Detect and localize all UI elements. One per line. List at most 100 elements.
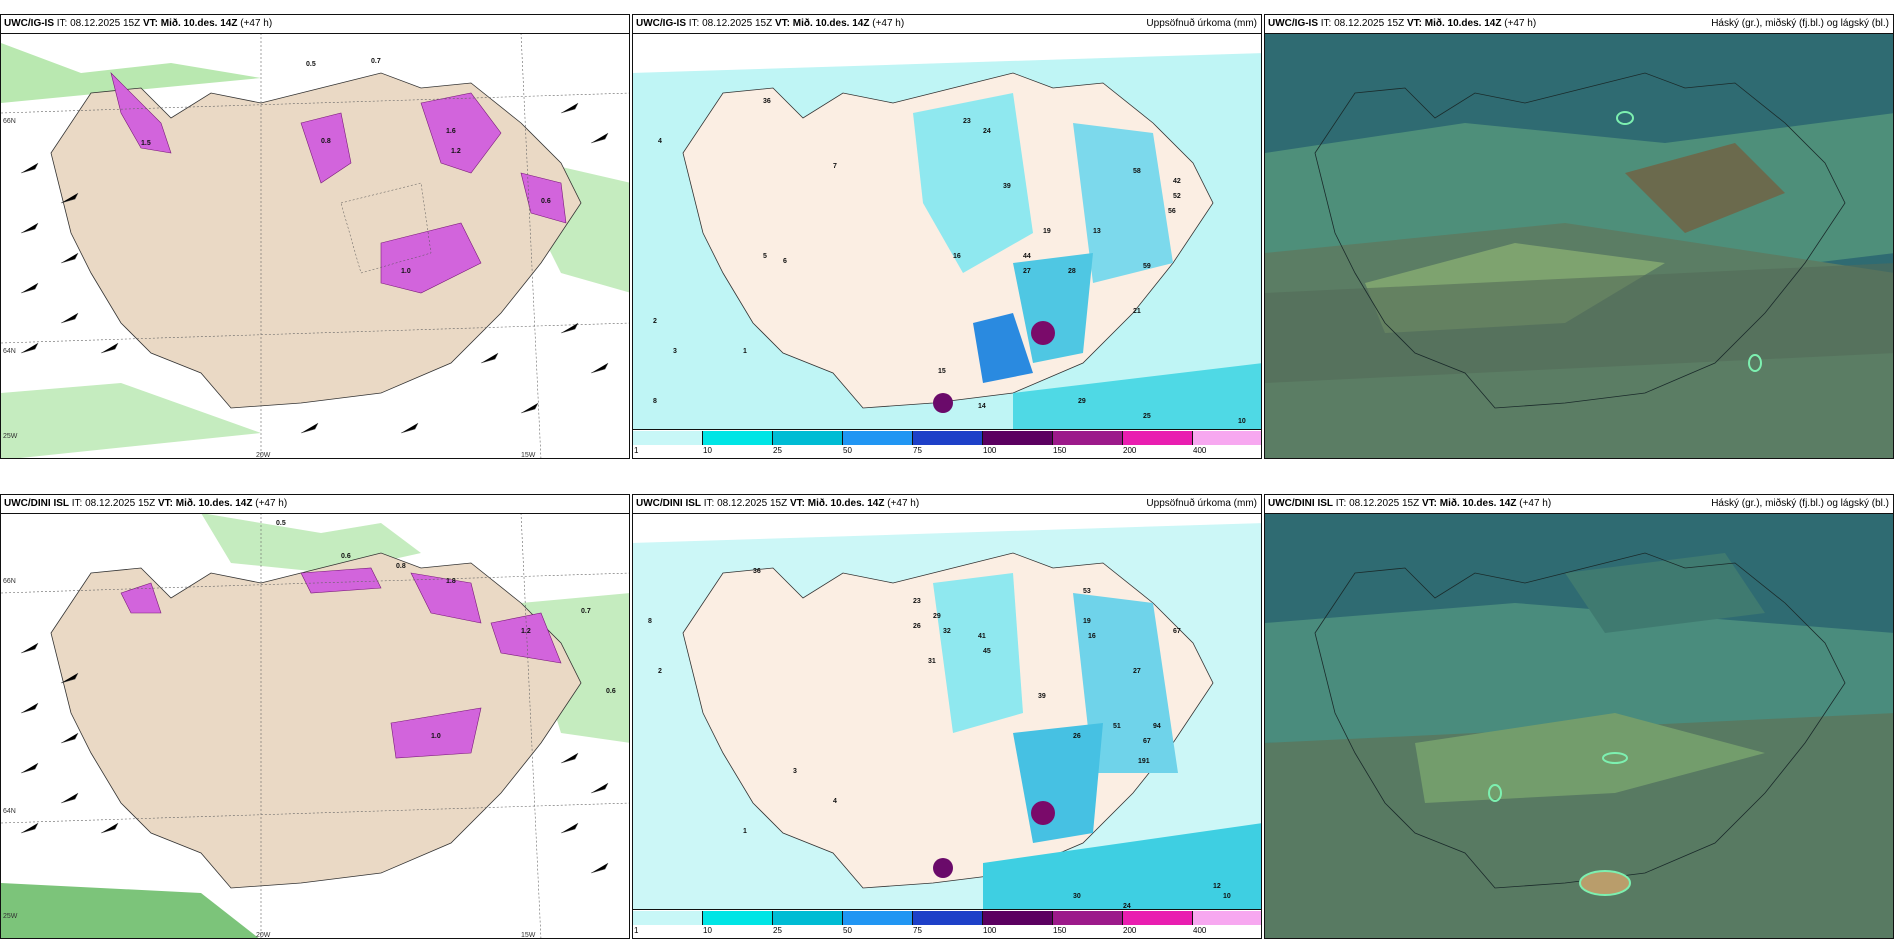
- precip-label: 31: [928, 658, 936, 665]
- precip-label: 191: [1138, 758, 1150, 765]
- precip-label: 26: [1073, 733, 1081, 740]
- precip-label: 13: [1093, 228, 1101, 235]
- precip-label: 23: [963, 118, 971, 125]
- lon-label-25w: 25W: [3, 913, 18, 920]
- panel-precip-dini: UWC/DINI ISL IT: 08.12.2025 15Z VT: Mið.…: [632, 494, 1262, 939]
- snow-label: 1.6: [446, 128, 456, 135]
- precip-label: 27: [1023, 268, 1031, 275]
- colorbar-tick: 150: [1053, 926, 1067, 935]
- lat-label-64n: 64N: [3, 348, 16, 355]
- field-title: Uppsöfnuð úrkoma (mm): [1146, 498, 1257, 509]
- colorbar-tick: 1: [634, 926, 639, 935]
- precip-label: 10: [1238, 418, 1246, 425]
- colorbar-segment: [983, 431, 1053, 445]
- colorbar-tick: 100: [983, 446, 997, 455]
- precip-label: 2: [653, 318, 657, 325]
- snow-label: 0.6: [341, 553, 351, 560]
- precip-label: 3: [673, 348, 677, 355]
- precip-label: 26: [913, 623, 921, 630]
- colorbar-segment: [983, 911, 1053, 925]
- colorbar-segment: [843, 911, 913, 925]
- panel-cloud-igis: UWC/IG-IS IT: 08.12.2025 15Z VT: Mið. 10…: [1264, 14, 1894, 459]
- precip-label: 36: [753, 568, 761, 575]
- snow-label: 0.8: [396, 563, 406, 570]
- colorbar-tick: 50: [843, 446, 852, 455]
- precip-label: 10: [1223, 893, 1231, 900]
- snow-wind-map: 0.5 0.7 1.5 1.6 1.2 0.8 1.0 0.6 20W 15W …: [1, 33, 629, 459]
- colorbar-segment: [633, 431, 703, 445]
- precip-label: 4: [658, 138, 662, 145]
- lon-label-15w: 15W: [521, 932, 536, 939]
- precip-label: 21: [1133, 308, 1141, 315]
- panel-header: UWC/DINI ISL IT: 08.12.2025 15Z VT: Mið.…: [633, 495, 1261, 514]
- precip-label: 16: [953, 253, 961, 260]
- snow-label: 0.8: [321, 138, 331, 145]
- precip-label: 19: [1083, 618, 1091, 625]
- colorbar-segment: [1193, 911, 1261, 925]
- precip-label: 23: [913, 598, 921, 605]
- precip-colorbar: 1 10 25 50 75 100 150 200 400: [633, 909, 1261, 938]
- colorbar-tick: 200: [1123, 446, 1137, 455]
- precip-label: 25: [1143, 413, 1151, 420]
- colorbar-segment: [913, 911, 983, 925]
- field-title: Uppsöfnuð úrkoma (mm): [1146, 18, 1257, 29]
- colorbar-segment: [1123, 911, 1193, 925]
- precip-label: 16: [1088, 633, 1096, 640]
- precip-label: 1: [743, 348, 747, 355]
- precip-label: 2: [658, 668, 662, 675]
- snow-label: 1.0: [401, 268, 411, 275]
- field-title: Háský (gr.), miðský (fj.bl.) og lágský (…: [1711, 498, 1889, 509]
- precip-label: 1: [743, 828, 747, 835]
- snow-label: 0.7: [371, 58, 381, 65]
- precip-label: 42: [1173, 178, 1181, 185]
- snow-label: 0.5: [276, 520, 286, 527]
- colorbar-segment: [1053, 911, 1123, 925]
- colorbar-tick: 25: [773, 446, 782, 455]
- precip-label: 58: [1133, 168, 1141, 175]
- lon-label-15w: 15W: [521, 452, 536, 459]
- precip-label: 8: [648, 618, 652, 625]
- precip-label: 32: [943, 628, 951, 635]
- precip-label: 45: [983, 648, 991, 655]
- precip-label: 6: [783, 258, 787, 265]
- colorbar-tick: 400: [1193, 446, 1207, 455]
- lat-label-66n: 66N: [3, 118, 16, 125]
- snow-label: 1.8: [446, 578, 456, 585]
- colorbar-segment: [843, 431, 913, 445]
- colorbar-segment: [913, 431, 983, 445]
- snow-label: 0.6: [606, 688, 616, 695]
- precip-label: 30: [1073, 893, 1081, 900]
- precip-label: 94: [1153, 723, 1161, 730]
- cloud-map: [1265, 33, 1893, 458]
- colorbar-segment: [773, 911, 843, 925]
- colorbar-tick: 150: [1053, 446, 1067, 455]
- precip-label: 29: [1078, 398, 1086, 405]
- colorbar-segment: [773, 431, 843, 445]
- precip-label: 29: [933, 613, 941, 620]
- lon-label-20w: 20W: [256, 932, 271, 939]
- snow-label: 1.2: [451, 148, 461, 155]
- precip-label: 52: [1173, 193, 1181, 200]
- precip-map: 36 23 26 29 32 31 45 41 27 53 19 16 67 3…: [633, 513, 1261, 938]
- precip-label: 59: [1143, 263, 1151, 270]
- precip-label: 4: [833, 798, 837, 805]
- snow-label: 1.0: [431, 733, 441, 740]
- colorbar-tick: 100: [983, 926, 997, 935]
- precip-label: 53: [1083, 588, 1091, 595]
- precip-label: 41: [978, 633, 986, 640]
- colorbar-segment: [1123, 431, 1193, 445]
- colorbar-tick: 25: [773, 926, 782, 935]
- snow-label: 1.5: [141, 140, 151, 147]
- colorbar-segment: [1193, 431, 1261, 445]
- precip-label: 24: [983, 128, 991, 135]
- panel-header: UWC/DINI ISL IT: 08.12.2025 15Z VT: Mið.…: [1, 495, 629, 514]
- precip-label: 36: [763, 98, 771, 105]
- colorbar-tick: 10: [703, 926, 712, 935]
- colorbar-segment: [633, 911, 703, 925]
- snow-label: 1.2: [521, 628, 531, 635]
- panel-header: UWC/IG-IS IT: 08.12.2025 15Z VT: Mið. 10…: [1, 15, 629, 34]
- panel-header: UWC/IG-IS IT: 08.12.2025 15Z VT: Mið. 10…: [1265, 15, 1893, 34]
- snow-label: 0.6: [541, 198, 551, 205]
- colorbar-tick: 50: [843, 926, 852, 935]
- colorbar-segment: [703, 911, 773, 925]
